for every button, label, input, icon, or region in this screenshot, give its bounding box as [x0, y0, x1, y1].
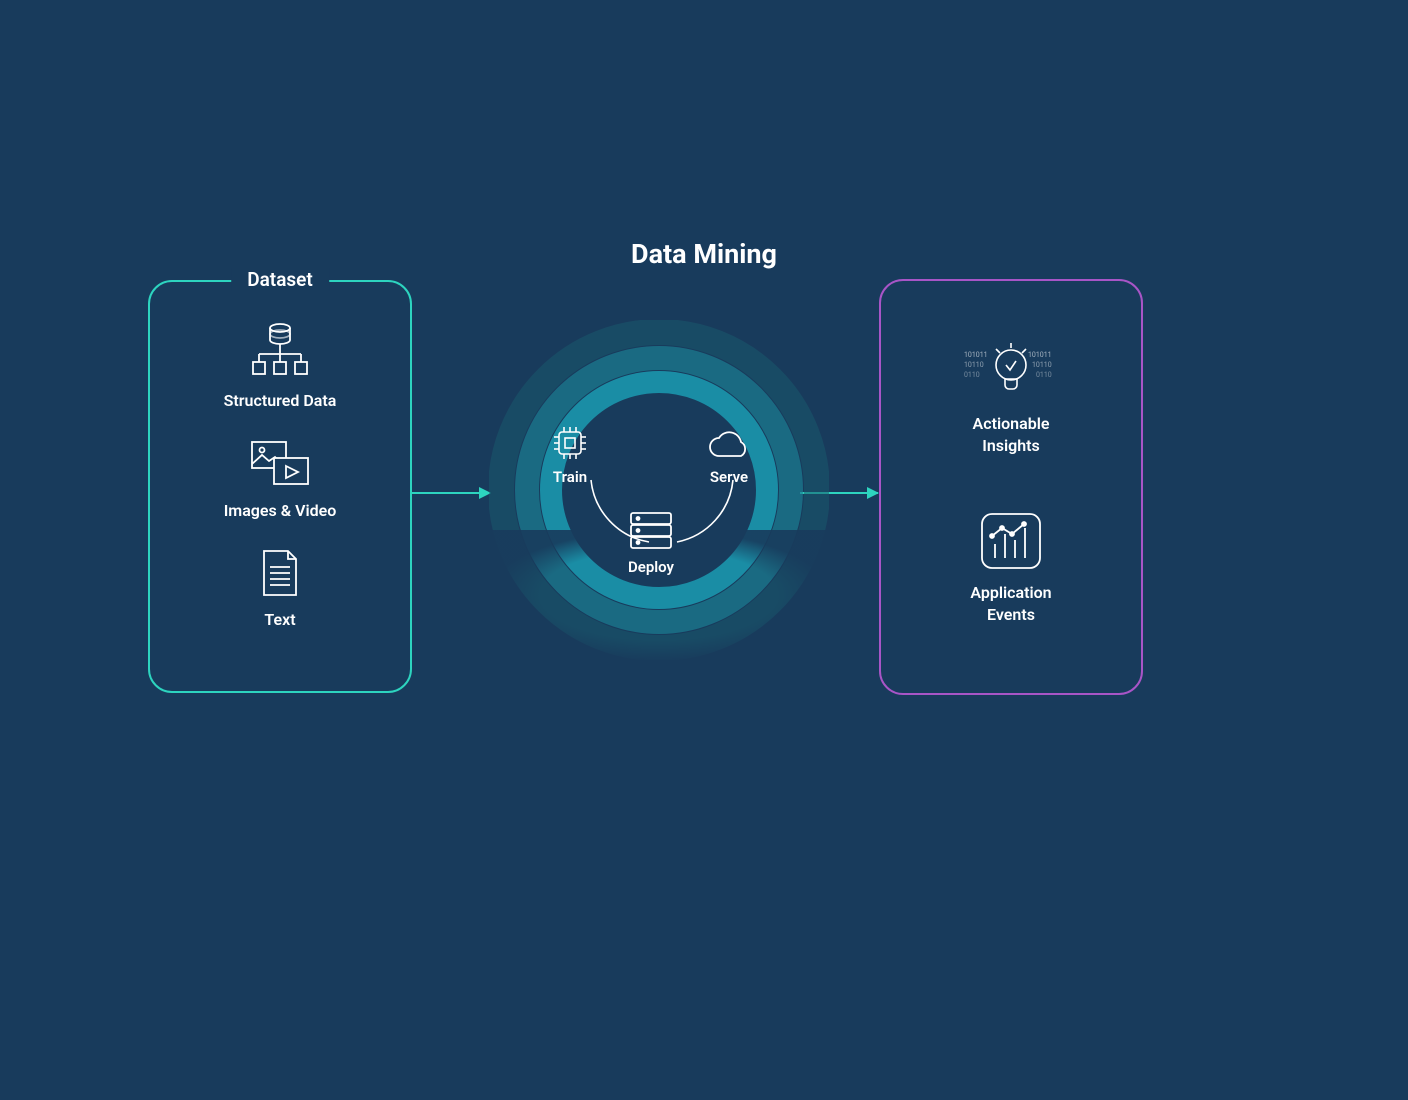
center-nodes: Train Serve Deploy	[489, 320, 829, 660]
text-doc-icon	[258, 547, 302, 599]
cpu-icon	[551, 424, 589, 462]
svg-text:0110: 0110	[964, 371, 980, 379]
output-item-insights: 101011 10110 0110 101011 10110 0110 Acti…	[956, 341, 1066, 456]
dataset-item-label: Text	[264, 609, 295, 631]
lightbulb-binary-icon: 101011 10110 0110 101011 10110 0110	[956, 341, 1066, 403]
dataset-item-structured: Structured Data	[224, 322, 337, 412]
dataset-item-text: Text	[258, 547, 302, 631]
dataset-item-label: Images & Video	[224, 500, 337, 522]
svg-text:101011: 101011	[964, 351, 988, 359]
svg-text:10110: 10110	[964, 361, 984, 369]
output-panel: 101011 10110 0110 101011 10110 0110 Acti…	[879, 279, 1143, 695]
server-icon	[627, 510, 675, 552]
cloud-icon	[705, 428, 753, 462]
data-mining-ring: Train Serve Deploy	[489, 320, 829, 660]
svg-text:10110: 10110	[1032, 361, 1052, 369]
output-item-label: ActionableInsights	[973, 413, 1050, 456]
output-item-events: ApplicationEvents	[970, 510, 1051, 625]
svg-text:101011: 101011	[1028, 351, 1052, 359]
dataset-item-images-video: Images & Video	[224, 438, 337, 522]
center-node-label: Train	[553, 468, 587, 486]
dataset-items: Structured Data Images & Video	[150, 312, 410, 641]
dataset-panel-legend: Dataset	[231, 268, 329, 291]
diagram-title: Data Mining	[631, 238, 777, 270]
analytics-app-icon	[978, 510, 1044, 572]
arrow-dataset-to-mining	[412, 492, 490, 494]
dataset-panel: Dataset Structured Data	[148, 280, 412, 693]
svg-text:0110: 0110	[1036, 371, 1052, 379]
structured-data-icon	[247, 322, 313, 380]
center-node-deploy: Deploy	[627, 510, 675, 576]
output-items: 101011 10110 0110 101011 10110 0110 Acti…	[881, 311, 1141, 635]
images-video-icon	[246, 438, 314, 490]
center-node-serve: Serve	[705, 428, 753, 486]
center-node-train: Train	[551, 424, 589, 486]
output-item-label: ApplicationEvents	[970, 582, 1051, 625]
dataset-item-label: Structured Data	[224, 390, 337, 412]
center-node-label: Serve	[710, 468, 748, 486]
center-node-label: Deploy	[628, 558, 674, 576]
